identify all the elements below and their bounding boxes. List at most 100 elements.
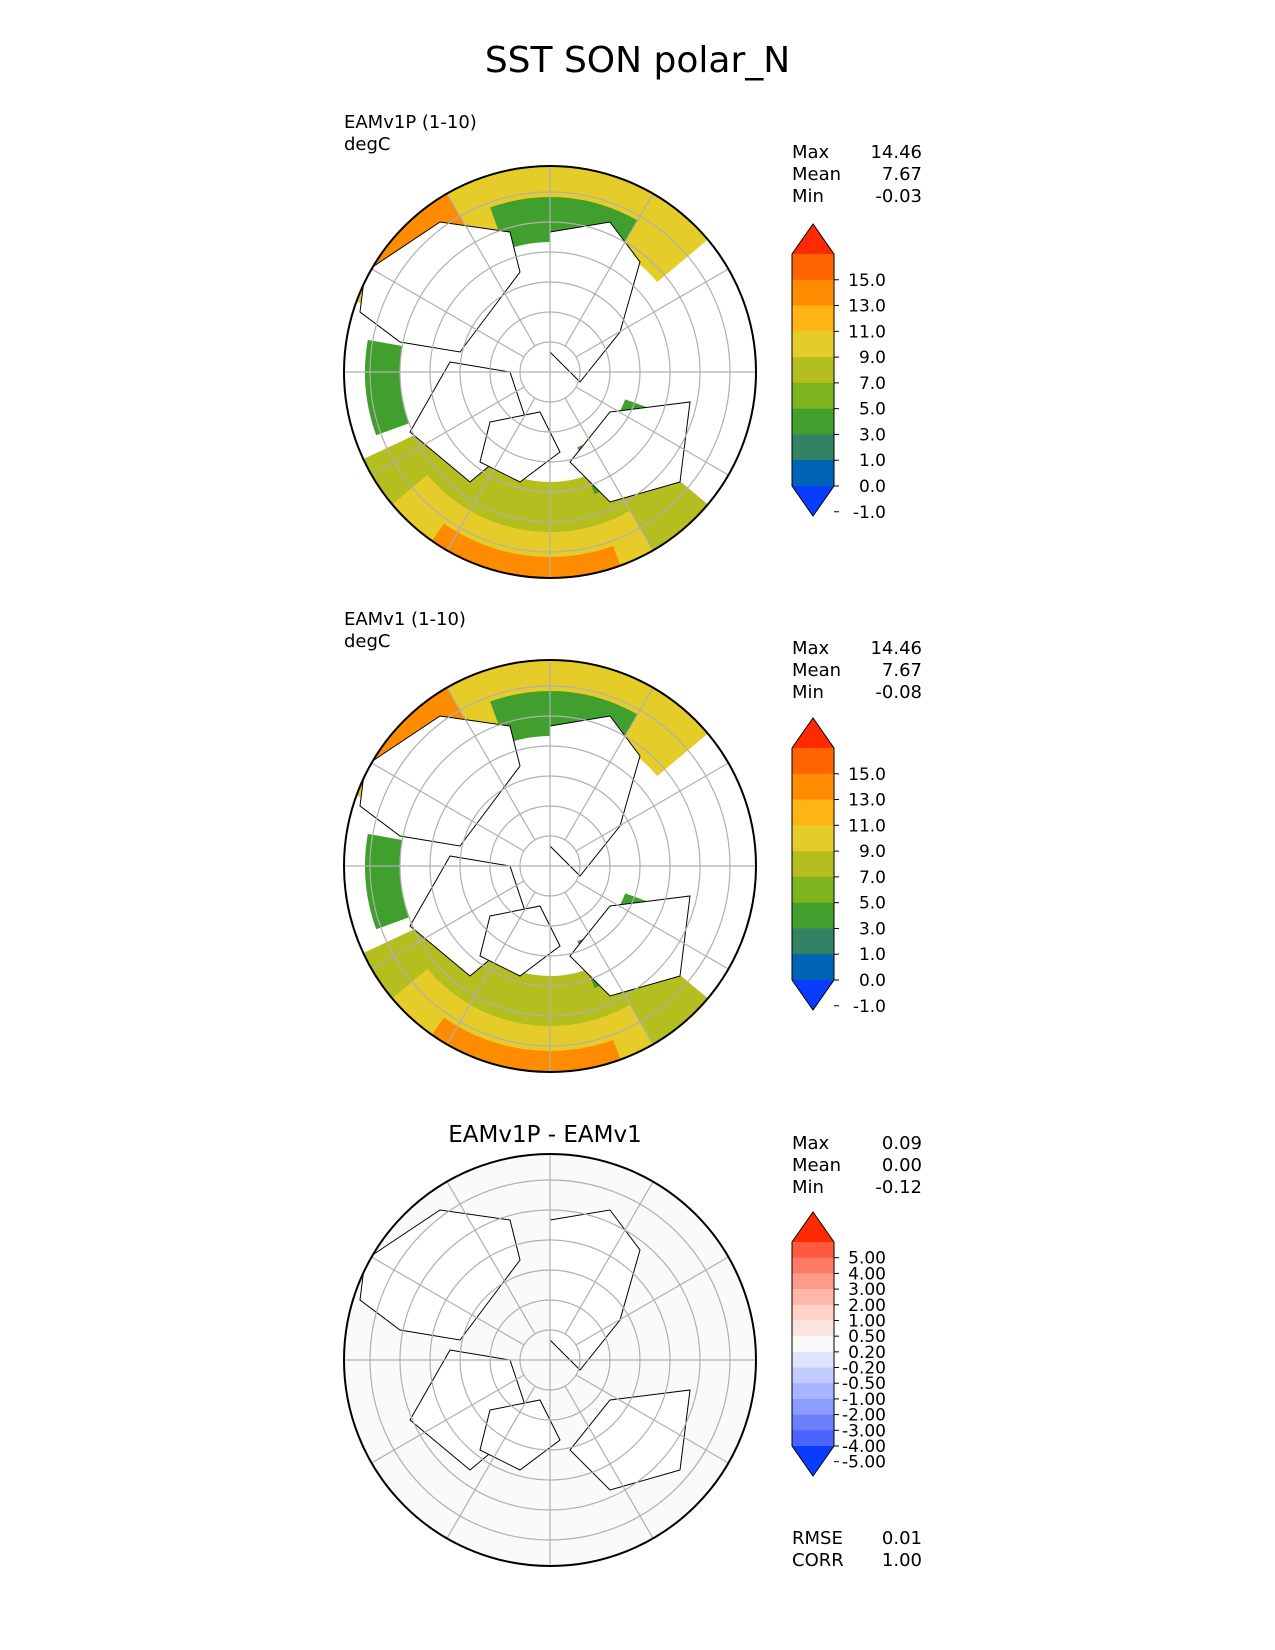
panel-3-footer-stats: RMSE 0.01 CORR 1.00: [792, 1528, 922, 1572]
graticule-meridian: [371, 268, 525, 358]
land-greenland: [479, 905, 561, 977]
graticule-meridian: [575, 1374, 729, 1464]
land-alaska-east: [549, 221, 641, 383]
colorbar-segment: [792, 876, 834, 904]
land-siberia: [359, 1209, 521, 1341]
colorbar-segment: [792, 1336, 834, 1353]
colorbar-extend-max: [792, 224, 834, 254]
colorbar-segment: [792, 1257, 834, 1274]
colorbar-tick-label: 13.0: [848, 297, 886, 317]
panel-1-units: degC: [344, 134, 391, 155]
ocean-band-hudson: [365, 339, 410, 436]
graticule-meridian: [564, 891, 654, 1045]
colorbar-segment: [792, 773, 834, 801]
panel-1-colorbar: 15.0 13.0 11.0 9.0 7.0 5.0 3.0 1.0 0.0 -1.0: [791, 223, 886, 523]
colorbar-segment: [792, 1273, 834, 1290]
panel-3-title: EAMv1P - EAMv1: [448, 1122, 642, 1148]
colorbar-extend-min: [792, 980, 834, 1010]
colorbar-segment: [792, 1351, 834, 1369]
colorbar-segment: [792, 1320, 834, 1337]
panel-1-case-label: EAMv1P (1-10) degC: [344, 112, 477, 156]
panel-3-stats: Max 0.09 Mean 0.00 Min -0.12: [792, 1133, 922, 1199]
colorbar-segment: [792, 1414, 834, 1431]
colorbar-tick-label: -1.0: [853, 503, 886, 523]
colorbar-tick-label: -0.20: [842, 1359, 886, 1379]
stat-row: RMSE 0.01: [792, 1528, 922, 1549]
colorbar-tick-label: -1.0: [853, 997, 886, 1017]
panel-3-colorbar: 5.004.003.002.001.000.500.20-0.20-0.50-1…: [791, 1211, 886, 1477]
panel-2-case-label: EAMv1 (1-10) degC: [344, 609, 466, 653]
figure-title: SST SON polar_N: [484, 40, 791, 81]
land-greenland: [479, 1399, 561, 1471]
colorbar-tick-label: 5.00: [848, 1249, 886, 1269]
panel-2-case: EAMv1 (1-10): [344, 609, 466, 630]
colorbar-tick-label: 9.0: [859, 348, 886, 368]
stat-row: Mean 7.67: [792, 660, 922, 681]
stat-row: Mean 7.67: [792, 164, 922, 185]
colorbar-segment: [792, 825, 834, 852]
colorbar-tick-label: 4.00: [848, 1264, 886, 1284]
colorbar-segment: [792, 331, 834, 358]
graticule-meridian: [446, 687, 536, 841]
stat-row: Mean 0.00: [792, 1155, 922, 1176]
colorbar-tick-label: 3.0: [859, 425, 886, 445]
colorbar-tick-label: 11.0: [848, 816, 886, 836]
graticule-meridian: [575, 1256, 729, 1346]
land-siberia: [359, 221, 521, 353]
colorbar-tick-label: 5.0: [859, 400, 886, 420]
stat-row: Max 14.46: [792, 142, 922, 163]
land-europe: [569, 1389, 691, 1491]
graticule-meridian: [564, 193, 654, 347]
colorbar-tick-label: 0.0: [859, 477, 886, 497]
stat-row: Min -0.08: [792, 682, 922, 703]
panel-1-field: [344, 166, 756, 578]
colorbar-tick-label: 0.50: [848, 1327, 886, 1347]
land-europe: [569, 401, 691, 503]
panel-1-case: EAMv1P (1-10): [344, 112, 477, 133]
panel-1-stats: Max 14.46 Mean 7.67 Min -0.03: [792, 142, 922, 208]
colorbar-tick-label: 1.0: [859, 945, 886, 965]
colorbar-tick-label: 7.0: [859, 374, 886, 394]
land-greenland: [479, 411, 561, 483]
graticule-meridian: [575, 880, 729, 970]
stat-row: Min -0.03: [792, 186, 922, 207]
colorbar-tick-label: -4.00: [842, 1437, 886, 1457]
colorbar-extend-max: [792, 718, 834, 748]
colorbar-segment: [792, 305, 834, 332]
graticule-meridian: [575, 386, 729, 476]
graticule-meridian: [446, 891, 536, 1045]
colorbar-segment: [792, 460, 834, 487]
colorbar-tick-label: 3.00: [848, 1280, 886, 1300]
colorbar-segment: [792, 1242, 834, 1259]
graticule-meridian: [564, 687, 654, 841]
land-europe: [569, 895, 691, 997]
colorbar-tick-label: -2.00: [842, 1406, 886, 1426]
colorbar-segment: [792, 1304, 834, 1321]
graticule-meridian: [575, 762, 729, 852]
graticule-meridian: [446, 1385, 536, 1539]
panel-1-boundary: [343, 165, 757, 579]
colorbar-tick-label: 7.0: [859, 868, 886, 888]
colorbar-tick-label: 13.0: [848, 791, 886, 811]
colorbar-extend-min: [792, 486, 834, 516]
graticule-meridian: [371, 762, 525, 852]
land-siberia: [359, 715, 521, 847]
colorbar-tick-label: 1.00: [848, 1311, 886, 1331]
graticule-meridian: [371, 386, 525, 476]
land-alaska-east: [549, 715, 641, 877]
colorbar-segment: [792, 1289, 834, 1306]
colorbar-segment: [792, 357, 834, 384]
stat-row: Max 14.46: [792, 638, 922, 659]
colorbar-tick-label: -0.50: [842, 1374, 886, 1394]
panel-2-stats: Max 14.46 Mean 7.67 Min -0.08: [792, 638, 922, 704]
colorbar-segment: [792, 1430, 834, 1447]
colorbar-segment: [792, 851, 834, 878]
graticule-meridian: [446, 193, 536, 347]
colorbar-segment: [792, 408, 834, 435]
colorbar-tick-label: -5.00: [842, 1453, 886, 1473]
colorbar-segment: [792, 954, 834, 981]
colorbar-extend-min: [792, 1446, 834, 1476]
colorbar-segment: [792, 1367, 834, 1384]
colorbar-segment: [792, 382, 834, 410]
